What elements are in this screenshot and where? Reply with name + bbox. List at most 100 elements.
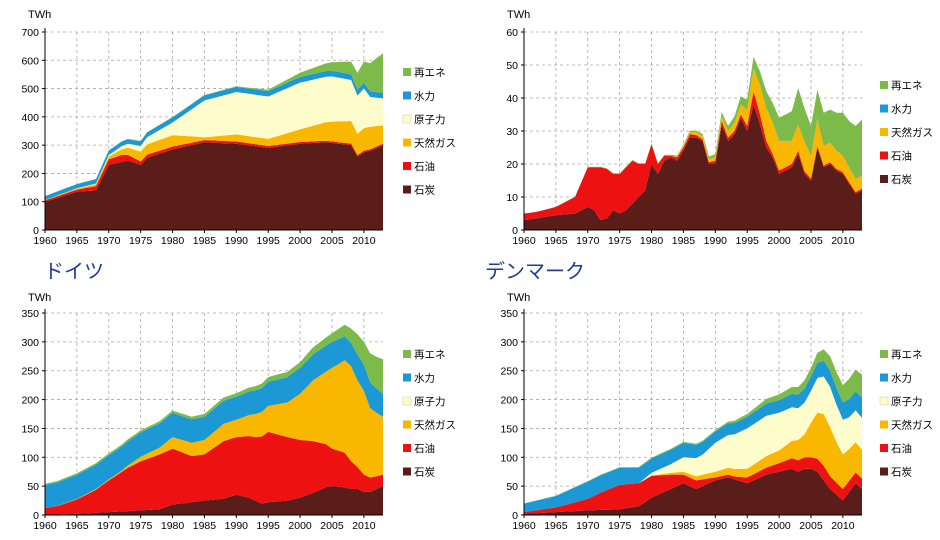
y-tick-label: 0 [512, 225, 518, 237]
legend-label-gas: 天然ガス [891, 419, 933, 432]
legend-label-renewables: 再エネ [891, 349, 923, 361]
x-tick-label: 1985 [193, 235, 217, 247]
legend-swatch-coal [880, 467, 888, 476]
chart-panel-1: 石炭石油天然ガス原子力水力再エネ010020030040050060070019… [21, 9, 456, 283]
y-tick-label: 30 [506, 126, 518, 138]
y-tick-label: 60 [506, 27, 518, 39]
area-gas: 天然ガス [45, 360, 383, 509]
y-tick-label: 350 [500, 308, 518, 320]
x-tick-label: 1960 [33, 235, 57, 247]
legend-swatch-nuclear [402, 114, 412, 124]
x-tick-label: 1960 [33, 520, 57, 532]
y-unit-label: TWh [507, 9, 530, 21]
legend-label-gas: 天然ガス [414, 137, 456, 150]
legend-swatch-renewables [403, 350, 411, 358]
y-unit-label: TWh [28, 292, 51, 304]
x-tick-label: 1970 [97, 235, 121, 247]
legend-swatch-oil [403, 162, 411, 170]
legend-swatch-gas [880, 128, 888, 136]
y-tick-label: 20 [506, 159, 518, 171]
area-gas: 天然ガス [524, 68, 862, 214]
legend-label-coal: 石炭 [891, 467, 912, 479]
area-hydro: 水力 [524, 360, 862, 513]
y-tick-label: 100 [21, 197, 39, 209]
y-tick-label: 50 [27, 481, 39, 493]
country-label: デンマーク [485, 259, 585, 283]
area-coal: 石炭 [45, 486, 383, 515]
x-tick-label: 1960 [512, 520, 536, 532]
x-tick-label: 1970 [576, 235, 600, 247]
y-tick-label: 200 [21, 395, 39, 407]
legend-label-nuclear: 原子力 [414, 395, 446, 408]
area-oil: 石油 [524, 457, 862, 514]
y-tick-label: 0 [33, 225, 39, 237]
y-tick-label: 200 [21, 168, 39, 180]
area-renewables: 再エネ [45, 53, 383, 197]
legend-swatch-gas [403, 138, 411, 147]
legend-swatch-oil [403, 444, 411, 452]
x-tick-label: 1980 [161, 235, 185, 247]
x-tick-label: 1995 [257, 235, 281, 247]
x-tick-label: 2005 [320, 520, 344, 532]
legend-swatch-renewables [403, 68, 411, 76]
legend-swatch-hydro [880, 373, 888, 382]
y-tick-label: 250 [21, 366, 39, 378]
legend-label-hydro: 水力 [891, 372, 912, 385]
y-tick-label: 250 [500, 366, 518, 378]
y-tick-label: 50 [506, 481, 518, 493]
y-tick-label: 0 [512, 510, 518, 522]
y-tick-label: 350 [21, 308, 39, 320]
x-tick-label: 1980 [640, 520, 664, 532]
x-tick-label: 1970 [576, 520, 600, 532]
legend-swatch-renewables [880, 81, 888, 89]
y-tick-label: 300 [21, 140, 39, 152]
chart-panel-3: 石炭石油天然ガス原子力水力再エネ050100150200250300350196… [21, 292, 456, 532]
area-coal: 石炭 [524, 468, 862, 515]
x-tick-label: 1965 [65, 520, 89, 532]
x-tick-label: 1980 [161, 520, 185, 532]
x-tick-label: 1990 [704, 235, 728, 247]
x-tick-label: 1985 [672, 235, 696, 247]
legend-swatch-nuclear [402, 396, 412, 406]
legend-label-hydro: 水力 [414, 372, 435, 385]
area-renewables: 再エネ [45, 324, 383, 485]
area-renewables: 再エネ [524, 349, 862, 504]
legend-swatch-gas [403, 420, 411, 429]
area-gas: 天然ガス [45, 121, 383, 201]
legend-swatch-coal [403, 467, 411, 476]
x-tick-label: 1990 [225, 520, 249, 532]
y-tick-label: 300 [21, 337, 39, 349]
x-tick-label: 1995 [257, 520, 281, 532]
y-tick-label: 150 [21, 423, 39, 435]
y-tick-label: 200 [500, 395, 518, 407]
legend-label-hydro: 水力 [414, 90, 435, 103]
legend-label-nuclear: 原子力 [414, 113, 446, 126]
x-tick-label: 2010 [352, 520, 376, 532]
legend-swatch-hydro [403, 91, 411, 100]
y-tick-label: 600 [21, 55, 39, 67]
y-tick-label: 100 [500, 452, 518, 464]
x-tick-label: 2000 [767, 235, 791, 247]
legend-label-gas: 天然ガス [414, 419, 456, 432]
legend-label-oil: 石油 [891, 150, 912, 163]
x-tick-label: 1965 [65, 235, 89, 247]
chart-panel-2: 石炭石油天然ガス水力再エネ01020304050601960 1965 1970 19… [485, 9, 933, 283]
y-unit-label: TWh [507, 292, 530, 304]
country-label: ドイツ [44, 259, 104, 283]
x-tick-label: 2010 [352, 235, 376, 247]
legend-label-oil: 石油 [414, 160, 435, 173]
x-tick-label: 2010 [831, 520, 855, 532]
legend-label-gas: 天然ガス [891, 126, 933, 139]
area-nuclear: 原子力 [45, 76, 383, 200]
area-oil: 石油 [45, 431, 383, 515]
x-tick-label: 2010 [831, 235, 855, 247]
area-hydro: 水力 [45, 336, 383, 509]
chart-panel-4: 石炭石油天然ガス原子力水力再エネ050100150200250300350196… [500, 292, 933, 532]
x-tick-label: 2000 [767, 520, 791, 532]
x-tick-label: 2005 [320, 235, 344, 247]
x-tick-label: 1995 [736, 235, 760, 247]
x-tick-label: 1985 [193, 520, 217, 532]
